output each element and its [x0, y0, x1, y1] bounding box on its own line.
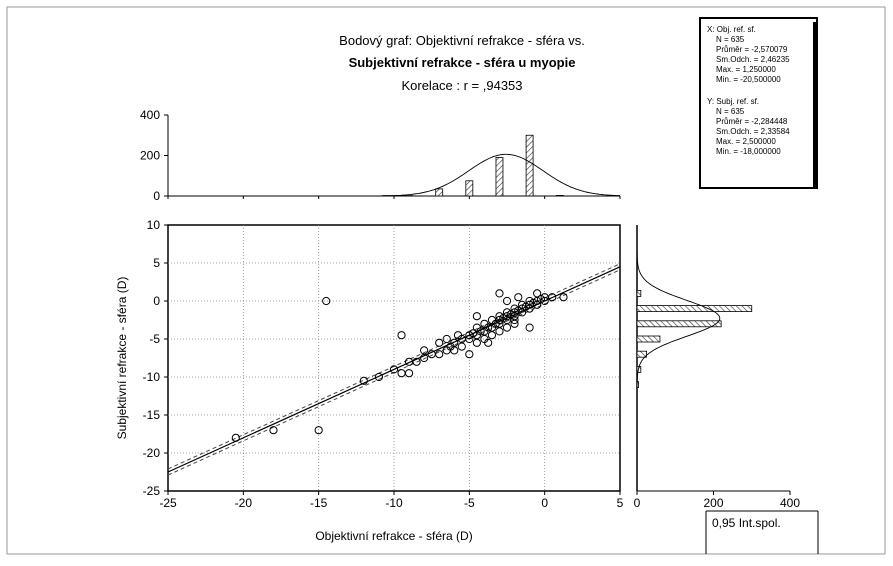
stats-y-line-4: Max. = 2,500000 [716, 137, 776, 146]
chart-title-line-3: Korelace : r = ,94353 [401, 78, 522, 93]
stats-box: X: Obj. ref. sf. N = 635 Průměr = -2,570… [700, 18, 817, 188]
y-hist-bar [637, 321, 721, 327]
stats-y-line-2: Průměr = -2,284448 [716, 117, 788, 126]
x-hist-bar [556, 195, 563, 196]
stats-y-line-5: Min. = -18,000000 [716, 147, 781, 156]
stats-x-line-2: Průměr = -2,570079 [716, 45, 788, 54]
stats-x-line-5: Min. = -20,500000 [716, 75, 781, 84]
y-tick-label: 5 [153, 256, 160, 270]
x-hist-y-tick-label: 400 [140, 108, 160, 122]
x-hist-y-tick-label: 200 [140, 149, 160, 163]
y-tick-label: -10 [143, 370, 161, 384]
stats-x-line-4: Max. = 1,250000 [716, 65, 776, 74]
y-hist-bar [637, 290, 641, 296]
stats-x-line-3: Sm.Odch. = 2,46235 [716, 55, 790, 64]
x-hist-bar [526, 135, 533, 196]
x-tick-label: -25 [159, 496, 177, 510]
y-hist-bar [637, 306, 752, 312]
stats-y-line-3: Sm.Odch. = 2,33584 [716, 127, 790, 136]
confidence-label: 0,95 Int.spol. [712, 516, 781, 530]
chart-title-line-2: Subjektivní refrakce - sféra u myopie [349, 55, 576, 70]
stats-x-header: X: Obj. ref. sf. [707, 25, 756, 34]
x-tick-label: -20 [235, 496, 253, 510]
x-tick-label: -10 [385, 496, 403, 510]
stats-y-line-1: N = 635 [716, 107, 745, 116]
x-hist-bar [436, 189, 443, 196]
y-tick-label: 10 [147, 218, 161, 232]
y-tick-label: -25 [143, 484, 161, 498]
x-tick-label: -5 [464, 496, 475, 510]
x-hist-bar [496, 158, 503, 196]
chart-title-line-1: Bodový graf: Objektivní refrakce - sféra… [339, 33, 585, 48]
y-hist-bar [637, 336, 660, 342]
y-hist-x-tick-label: 400 [780, 496, 800, 510]
x-hist-y-tick-label: 0 [153, 189, 160, 203]
x-tick-label: 0 [541, 496, 548, 510]
y-axis-label: Subjektivní refrakce - sféra (D) [115, 277, 129, 440]
stats-y-header: Y: Subj. ref. sf. [707, 97, 759, 106]
y-hist-x-tick-label: 0 [634, 496, 641, 510]
stats-x-line-1: N = 635 [716, 35, 745, 44]
x-tick-label: 5 [617, 496, 624, 510]
y-tick-label: -20 [143, 446, 161, 460]
y-tick-label: -15 [143, 408, 161, 422]
x-tick-label: -15 [310, 496, 328, 510]
x-axis-label: Objektivní refrakce - sféra (D) [315, 529, 472, 543]
y-hist-x-tick-label: 200 [703, 496, 723, 510]
y-tick-label: 0 [153, 294, 160, 308]
x-hist-bar [466, 181, 473, 196]
y-tick-label: -5 [149, 332, 160, 346]
